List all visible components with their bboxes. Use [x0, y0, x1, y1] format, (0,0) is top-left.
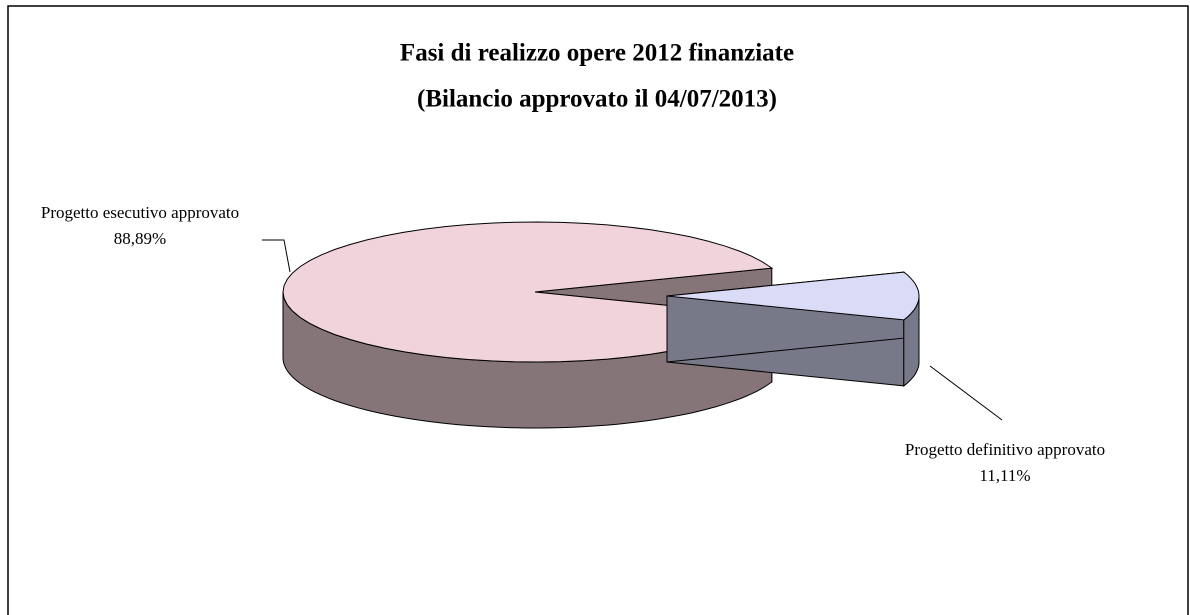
- slice: [666, 271, 920, 321]
- category-label: Progetto definitivo approvato: [904, 440, 1106, 459]
- leader-line: [262, 239, 291, 273]
- slice-label: Progetto esecutivo approvato 88,89%: [30, 200, 250, 252]
- chart-subtitle: (Bilancio approvato il 04/07/2013): [417, 86, 777, 113]
- chart-title: Fasi di realizzo opere 2012 finanziate: [400, 40, 794, 67]
- slice: [282, 221, 774, 363]
- category-label: Progetto esecutivo approvato: [40, 203, 240, 222]
- value-label: 11,11%: [979, 466, 1031, 485]
- slice-label: Progetto definitivo approvato 11,11%: [895, 437, 1115, 489]
- leader-line: [929, 365, 1003, 421]
- value-label: 88,89%: [113, 229, 167, 248]
- pie: [282, 221, 920, 429]
